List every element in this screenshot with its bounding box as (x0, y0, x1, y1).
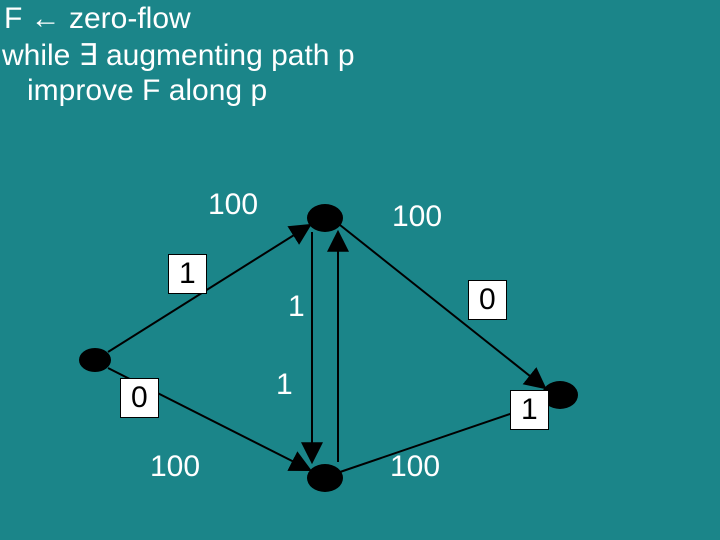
graph-node-s (79, 348, 111, 372)
edge-label-ab: 1 (288, 290, 305, 324)
edge-label-sb: 100 (150, 450, 200, 484)
edge-label-at: 100 (392, 200, 442, 234)
edge-label-sa: 100 (208, 188, 258, 222)
box-label-bt: 1 (510, 390, 549, 430)
box-label-at: 0 (468, 280, 507, 320)
edge (108, 225, 310, 352)
edge-label-bt: 100 (390, 450, 440, 484)
graph-node-a (307, 204, 343, 232)
edge (340, 225, 545, 388)
graph-node-b (307, 464, 343, 492)
box-label-sa: 1 (168, 254, 207, 294)
edge-label-ba: 1 (276, 368, 293, 402)
flow-graph (0, 0, 720, 540)
box-label-sb: 0 (120, 378, 159, 418)
